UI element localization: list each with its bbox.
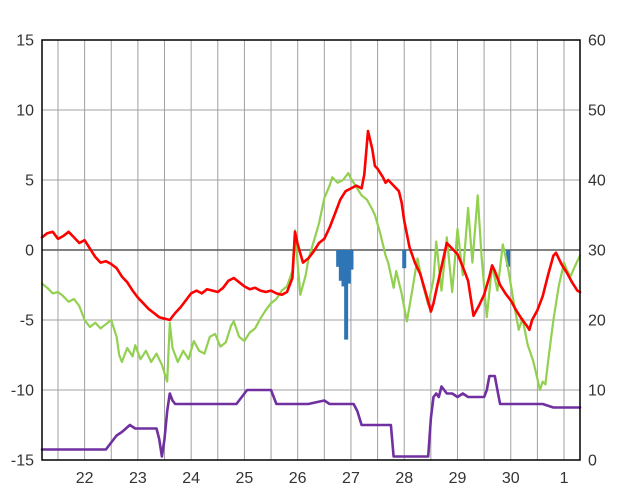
right-axis-tick-label: 20 xyxy=(588,313,606,330)
x-axis-tick-label: 22 xyxy=(76,470,94,487)
bar xyxy=(341,250,346,287)
x-axis-tick-label: 30 xyxy=(502,470,520,487)
bar xyxy=(349,250,354,270)
bar xyxy=(344,250,349,340)
x-axis-tick-label: 26 xyxy=(289,470,307,487)
bar xyxy=(338,250,343,281)
series-red xyxy=(40,129,582,332)
left-axis-tick-label: 0 xyxy=(25,243,34,260)
left-axis-tick-label: -10 xyxy=(11,383,34,400)
x-axis-tick-label: 24 xyxy=(182,470,200,487)
series-purple xyxy=(40,374,582,458)
left-axis-tick-label: 10 xyxy=(16,103,34,120)
right-axis-tick-label: 0 xyxy=(588,453,597,470)
left-axis-tick-label: 5 xyxy=(25,173,34,190)
left-axis-tick-label: 15 xyxy=(16,33,34,50)
x-axis-tick-label: 27 xyxy=(342,470,360,487)
bar xyxy=(506,250,511,267)
plot-frame xyxy=(41,39,581,461)
bar xyxy=(336,250,341,267)
series-green xyxy=(40,171,582,392)
x-axis-tick-label: 23 xyxy=(129,470,147,487)
bar xyxy=(346,250,351,284)
right-axis-tick-label: 30 xyxy=(588,243,606,260)
right-axis-tick-label: 10 xyxy=(588,383,606,400)
left-axis-tick-label: -15 xyxy=(11,453,34,470)
x-axis-tick-label: 25 xyxy=(236,470,254,487)
left-axis-tick-label: -5 xyxy=(20,313,34,330)
x-axis-tick-label: 29 xyxy=(449,470,467,487)
right-axis-tick-label: 50 xyxy=(588,103,606,120)
right-axis-tick-label: 60 xyxy=(588,33,606,50)
x-axis-tick-label: 28 xyxy=(395,470,413,487)
x-axis-tick-label: 1 xyxy=(560,470,569,487)
bar xyxy=(402,250,407,269)
right-axis-tick-label: 40 xyxy=(588,173,606,190)
blue-bars xyxy=(336,250,511,340)
